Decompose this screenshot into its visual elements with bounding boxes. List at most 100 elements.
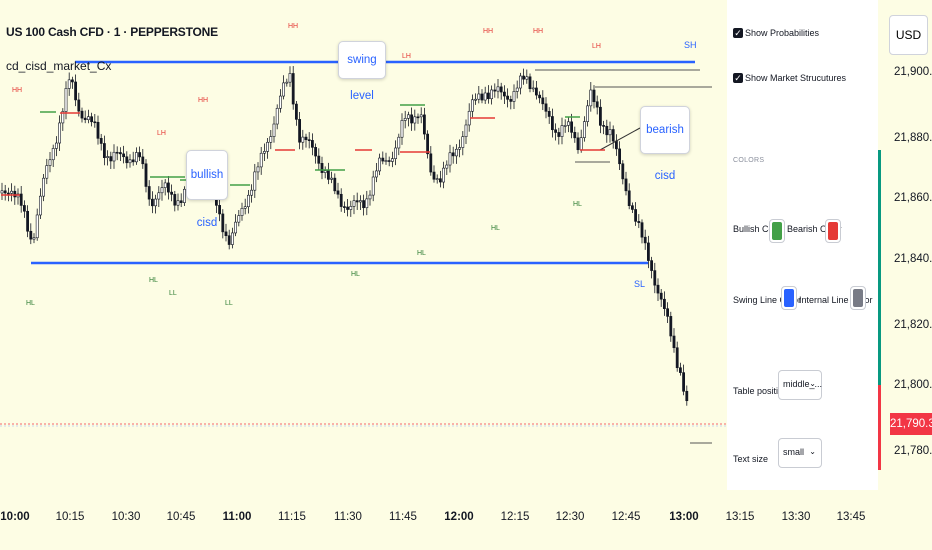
candle-body [67,79,71,89]
candle-body [554,129,558,133]
candle-body [435,178,439,180]
candle-body [54,142,58,149]
candle-body [362,200,366,209]
candle-body [474,98,478,101]
candle-body [35,214,39,239]
time-tick: 12:00 [444,511,474,523]
candle-body [678,367,682,373]
candle-body [381,157,385,162]
candle-body [314,147,318,157]
candle-body [32,237,36,240]
candle-body [131,159,135,163]
chevron-down-icon: ⌄ [809,447,816,456]
candle-body [448,152,452,166]
swing-line-color-swatch[interactable] [781,286,797,310]
lh-label: LH [402,53,411,60]
time-tick: 13:30 [781,511,811,523]
candle-body [506,95,510,100]
candle-body [387,160,391,162]
candle-body [154,198,158,207]
candle-body [144,163,148,187]
candle-body [493,89,497,92]
candle-body [176,200,180,206]
candle-body [560,125,564,137]
hl-label: HL [417,250,426,257]
candle-body [669,316,673,337]
price-tick: 21,860.0 [894,192,932,204]
candle-body [374,170,378,178]
bearish-color-swatch[interactable] [825,219,841,243]
hh-label: HH [533,28,543,35]
price-tick: 21,900.0 [894,66,932,78]
price-tick: 21,800.0 [894,379,932,391]
table-position-select[interactable]: middle_... ⌄ [778,370,822,400]
hh-label: HH [12,87,22,94]
candle-body [502,91,506,97]
candle-body [128,159,132,164]
candle-body [224,231,228,237]
candle-body [167,182,170,193]
time-axis[interactable]: 10:00 10:15 10:30 10:45 11:00 11:15 11:30 11:45… [0,490,932,550]
time-tick: 10:00 [0,511,30,523]
swing-line-color-fill [784,289,794,307]
price-axis[interactable]: 21,900.0 21,880.0 21,860.0 21,840.0 21,8… [878,0,932,490]
candle-body [106,156,110,158]
candle-body [112,151,116,162]
candle-body [83,117,87,121]
candle-body [135,152,138,163]
candle-body [250,189,254,196]
candle-body [666,308,670,317]
internal-line-color-label: Internal Line Color [799,295,873,305]
lh-label: LH [157,130,166,137]
internal-line-color-swatch[interactable] [850,286,866,310]
candle-body [650,260,654,271]
candle-body [29,230,33,240]
candle-body [298,119,302,143]
hh-label: HH [483,28,493,35]
hh-label: HH [288,23,298,30]
candle-body [48,159,52,166]
candle-body [522,75,526,80]
candle-body [336,190,340,195]
currency-button[interactable]: USD [889,15,928,55]
candle-body [240,208,244,216]
candle-body [234,221,238,234]
show-probabilities-checkbox[interactable]: ✓ [733,28,743,38]
candle-body [467,110,471,126]
bullish-cisd-text: bullish cisd [190,169,224,229]
candle-body [7,192,10,195]
symbol-title[interactable]: US 100 Cash CFD · 1 · PEPPERSTONE [6,25,218,39]
candle-body [518,75,522,89]
indicator-name[interactable]: cd_cisd_market_Cx [6,59,112,73]
price-tick: 21,840.0 [894,253,932,265]
candle-body [183,188,186,203]
candle-body [253,171,257,191]
candle-body [589,89,593,107]
candle-body [464,124,468,138]
candle-body [256,166,260,173]
chart-area[interactable]: SH SL HH HH HH HH HH LH LH LH HL HL HL HL HL HL LL LL US … [0,0,878,490]
candle-body [74,81,78,101]
bullish-color-swatch[interactable] [769,219,785,243]
candle-body [550,116,554,131]
candle-body [13,190,17,198]
candle-body [307,139,311,141]
candle-body [582,121,586,138]
candle-body [247,194,250,208]
table-position-label: Table position [733,386,789,396]
show-market-structures-checkbox[interactable]: ✓ [733,73,743,83]
candle-body [61,111,65,124]
candle-body [173,194,177,206]
table-position-value: middle_... [783,379,823,389]
candle-body [10,190,14,194]
candle-body [275,107,279,125]
candle-body [413,116,417,124]
text-size-select[interactable]: small ⌄ [778,438,822,468]
candle-body [426,133,430,155]
time-tick: 11:15 [278,511,306,523]
text-size-value: small [783,447,805,457]
candle-body [122,153,126,158]
candle-body [499,86,503,93]
candle-body [675,347,679,369]
swing-level-text: swing level [347,54,377,102]
